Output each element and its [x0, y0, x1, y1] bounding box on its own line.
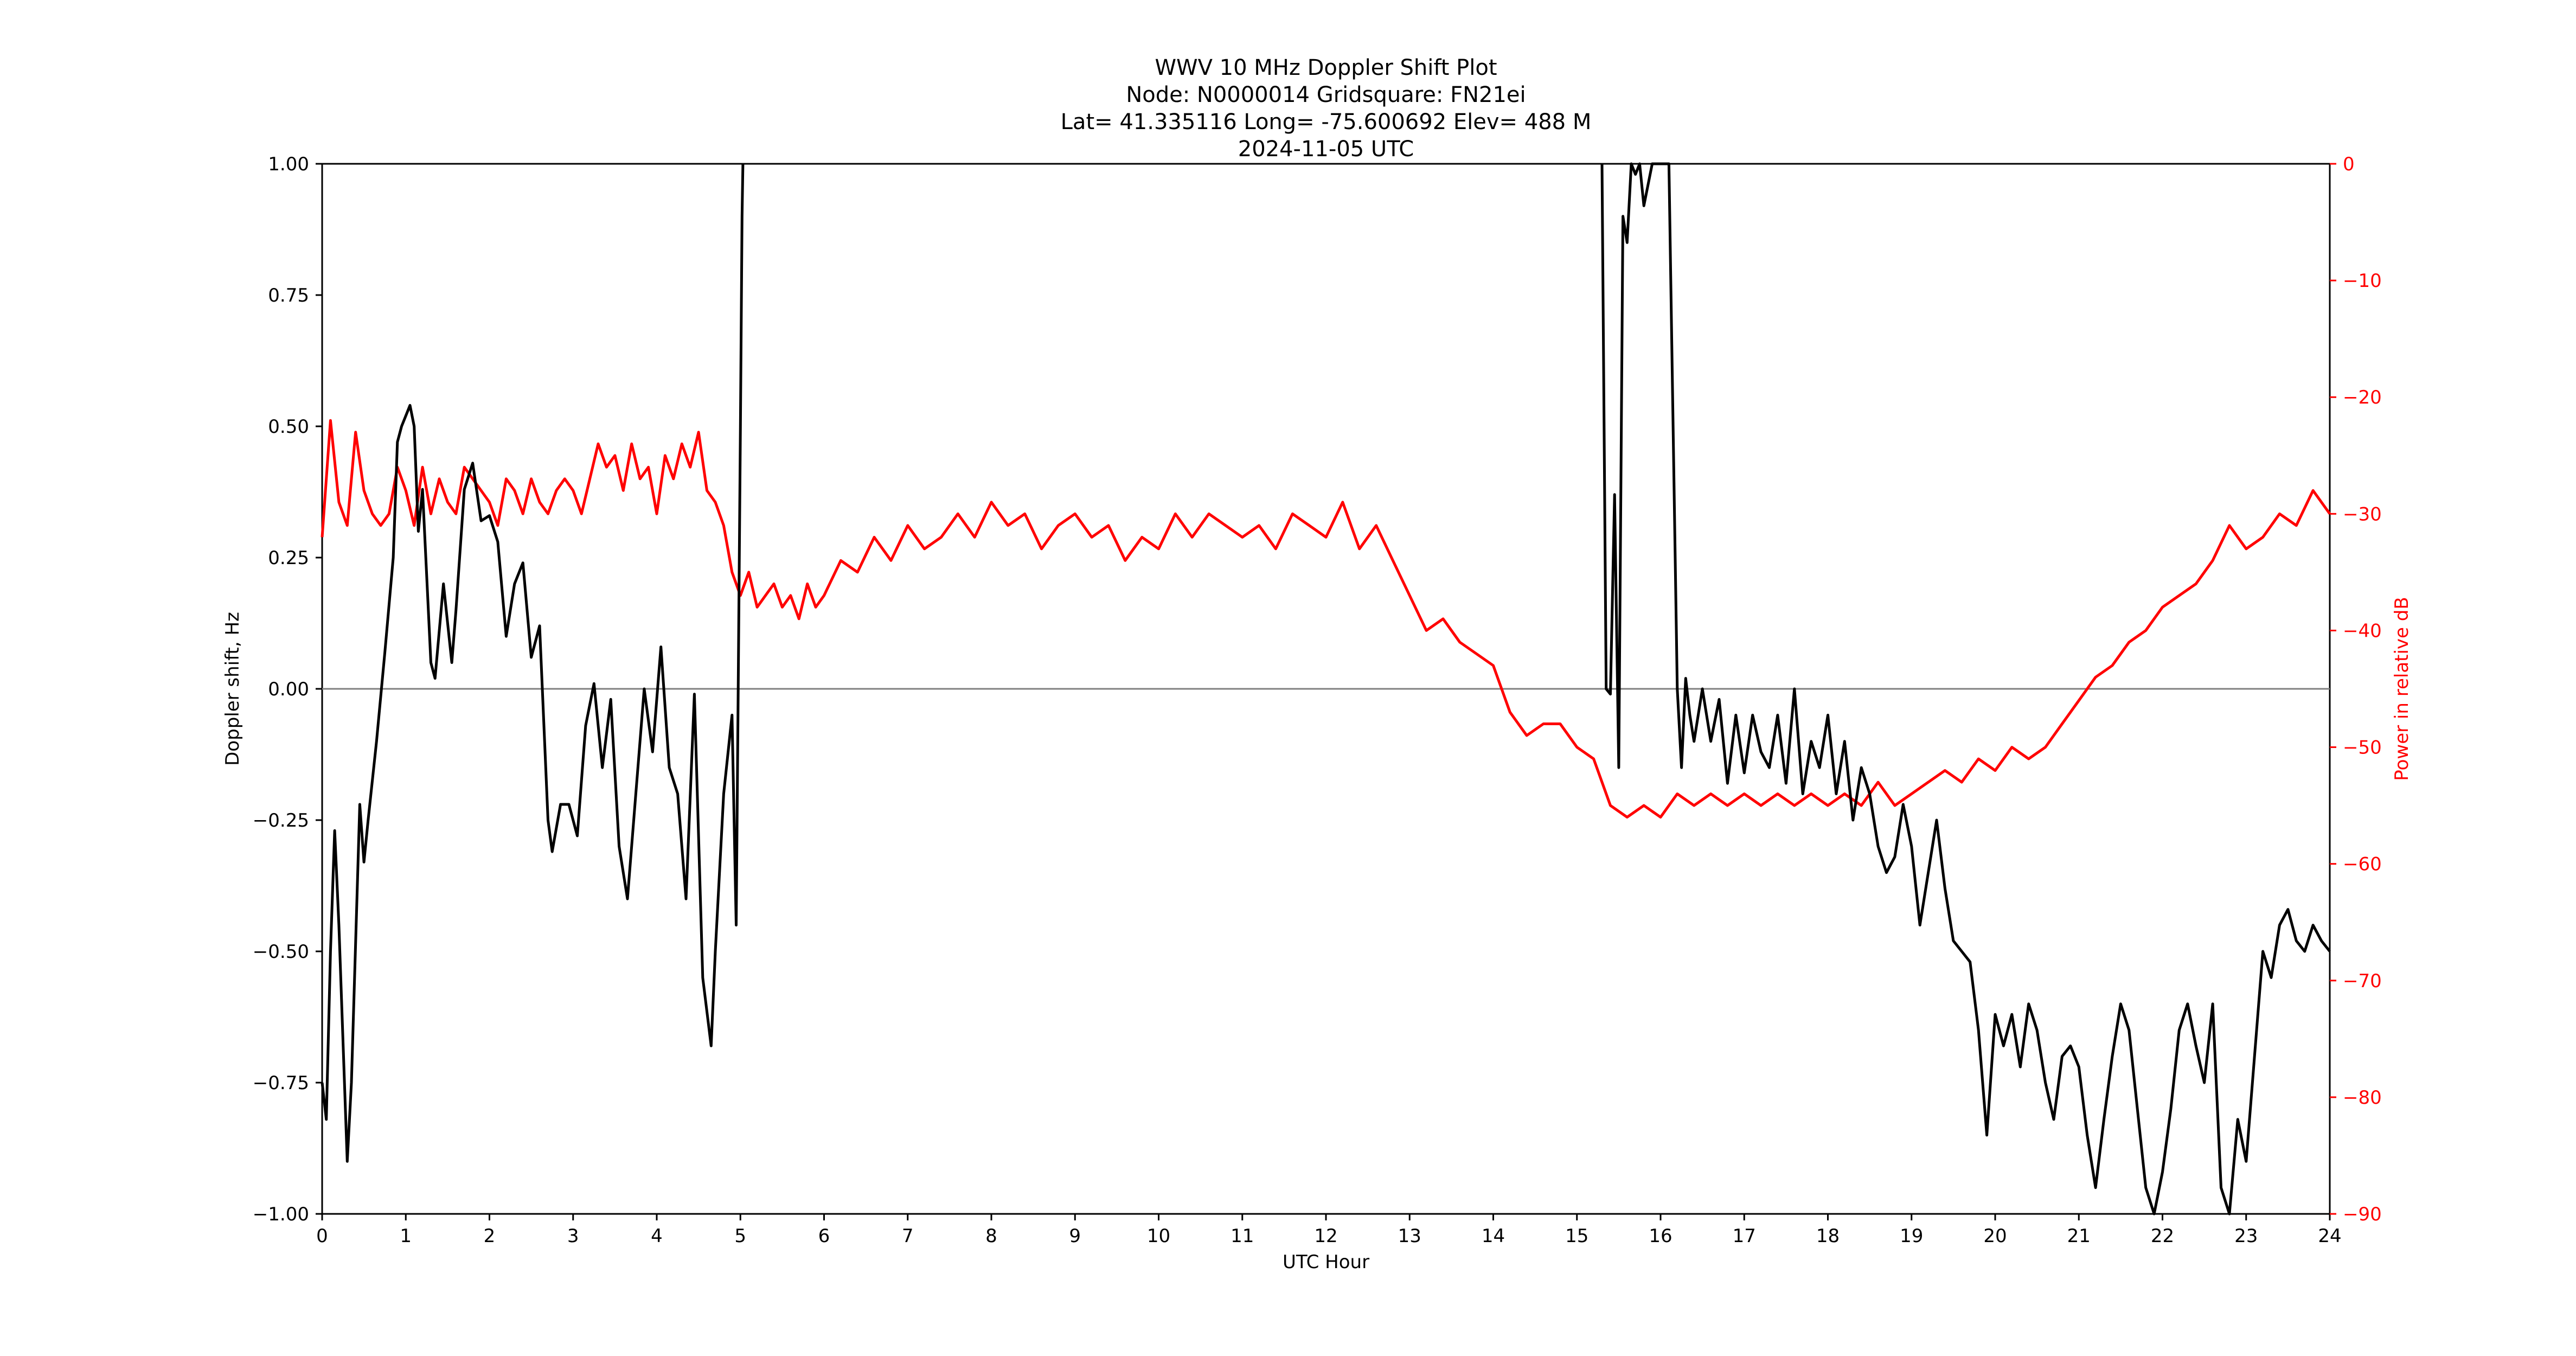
x-tick-label: 6: [818, 1225, 830, 1247]
title-line-1: WWV 10 MHz Doppler Shift Plot: [1155, 55, 1497, 80]
x-tick-label: 18: [1816, 1225, 1840, 1247]
y-right-tick-label: −70: [2343, 970, 2382, 992]
y-axis-left-label: Doppler shift, Hz: [222, 612, 243, 766]
power-series-line: [321, 419, 2331, 819]
y-right-tick-label: 0: [2343, 153, 2355, 175]
y-left-tick-label: 1.00: [268, 153, 309, 175]
y-axis-right-label: Power in relative dB: [2391, 597, 2413, 781]
title-line-4: 2024-11-05 UTC: [1238, 137, 1414, 162]
y-right-tick-label: −80: [2343, 1087, 2382, 1109]
doppler-series-line-0: [321, 163, 745, 1163]
x-tick-label: 11: [1231, 1225, 1254, 1247]
x-tick-label: 4: [651, 1225, 663, 1247]
y-right-tick-label: −20: [2343, 387, 2382, 408]
x-tick-label: 21: [2067, 1225, 2091, 1247]
x-tick-label: 16: [1649, 1225, 1672, 1247]
x-tick-label: 12: [1314, 1225, 1337, 1247]
series-group: [321, 162, 2331, 1216]
x-tick-label: 14: [1482, 1225, 1505, 1247]
chart-title: WWV 10 MHz Doppler Shift Plot Node: N000…: [1061, 55, 1592, 162]
x-tick-label: 5: [734, 1225, 746, 1247]
x-axis-label: UTC Hour: [1283, 1251, 1369, 1273]
x-tick-label: 20: [1983, 1225, 2007, 1247]
y-axis-right-ticks: 0 −10 −20 −30 −40 −50 −60 −70 −80 −90: [2330, 153, 2382, 1225]
y-right-tick-label: −40: [2343, 620, 2382, 642]
y-left-tick-label: −0.25: [253, 810, 309, 831]
title-line-2: Node: N0000014 Gridsquare: FN21ei: [1126, 82, 1526, 107]
y-right-tick-label: −30: [2343, 503, 2382, 525]
y-left-tick-label: 0.25: [268, 547, 309, 569]
y-left-tick-label: −0.50: [253, 941, 309, 963]
x-tick-label: 2: [484, 1225, 496, 1247]
x-tick-label: 9: [1069, 1225, 1081, 1247]
x-tick-label: 13: [1398, 1225, 1421, 1247]
x-tick-label: 0: [316, 1225, 328, 1247]
y-axis-left-ticks: 1.00 0.75 0.50 0.25 0.00 −0.25 −0.50 −0.75 −1.00: [253, 153, 322, 1225]
y-right-tick-label: −10: [2343, 270, 2382, 292]
y-right-tick-label: −60: [2343, 854, 2382, 875]
doppler-series-line-1: [1600, 162, 2331, 1216]
y-right-tick-label: −50: [2343, 737, 2382, 759]
x-tick-label: 19: [1900, 1225, 1923, 1247]
x-tick-label: 17: [1733, 1225, 1756, 1247]
y-left-tick-label: −1.00: [253, 1204, 309, 1225]
x-tick-label: 23: [2234, 1225, 2258, 1247]
y-left-tick-label: 0.50: [268, 416, 309, 438]
x-tick-label: 3: [567, 1225, 579, 1247]
y-left-tick-label: −0.75: [253, 1072, 309, 1094]
x-tick-label: 24: [2318, 1225, 2341, 1247]
x-tick-label: 1: [400, 1225, 412, 1247]
x-tick-label: 7: [902, 1225, 914, 1247]
x-axis-ticks: 0 1 2 3 4 5 6 7 8 9 10 11 12 13 14 15 16 17 18 19 20 21 22 23 24: [316, 1214, 2342, 1247]
x-tick-label: 22: [2151, 1225, 2174, 1247]
y-right-tick-label: −90: [2343, 1204, 2382, 1225]
title-line-3: Lat= 41.335116 Long= -75.600692 Elev= 48…: [1061, 110, 1592, 135]
x-tick-label: 8: [985, 1225, 997, 1247]
x-tick-label: 10: [1147, 1225, 1170, 1247]
y-left-tick-label: 0.75: [268, 285, 309, 306]
y-left-tick-label: 0.00: [268, 679, 309, 700]
x-tick-label: 15: [1565, 1225, 1588, 1247]
